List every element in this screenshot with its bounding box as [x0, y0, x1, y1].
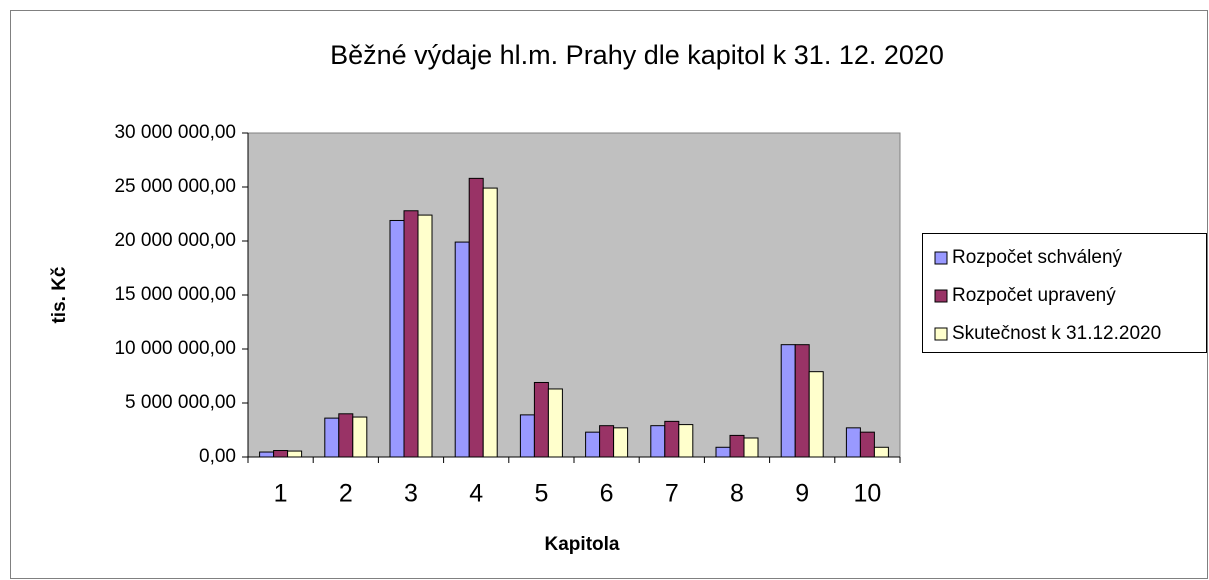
- bar: [287, 450, 303, 458]
- bar: [324, 417, 340, 458]
- bar: [780, 344, 796, 458]
- bar: [389, 219, 405, 458]
- bar: [468, 177, 484, 458]
- bar: [650, 425, 666, 458]
- legend-swatch: [934, 289, 948, 303]
- chart-title: Běžné výdaje hl.m. Prahy dle kapitol k 3…: [330, 40, 944, 70]
- legend-swatch: [934, 327, 948, 341]
- bar: [403, 210, 419, 458]
- bar: [273, 450, 289, 458]
- y-tick-label: 15 000 000,00: [114, 284, 236, 305]
- legend-swatch: [934, 251, 948, 265]
- x-tick-label: 1: [274, 480, 288, 508]
- bar: [678, 424, 694, 458]
- bar: [794, 344, 810, 458]
- legend: [922, 233, 1207, 353]
- bar: [547, 388, 563, 458]
- y-tick-label: 30 000 000,00: [114, 122, 236, 143]
- y-tick-label: 20 000 000,00: [114, 230, 236, 251]
- bar: [715, 446, 731, 458]
- x-tick-label: 8: [730, 480, 744, 508]
- bar: [845, 427, 861, 458]
- bar: [259, 451, 275, 458]
- x-tick-label: 4: [469, 480, 483, 508]
- y-tick-label: 0,00: [199, 446, 236, 467]
- bar: [417, 214, 433, 458]
- bar: [613, 427, 629, 458]
- x-tick-label: 2: [339, 480, 353, 508]
- bar: [729, 434, 745, 458]
- bar: [519, 414, 535, 458]
- bar: [599, 425, 615, 458]
- x-tick-label: 5: [534, 480, 548, 508]
- x-tick-label: 6: [600, 480, 614, 508]
- y-tick-label: 25 000 000,00: [114, 176, 236, 197]
- x-tick-label: 9: [795, 480, 809, 508]
- x-tick-label: 3: [404, 480, 418, 508]
- legend-label: Rozpočet upravený: [952, 285, 1116, 306]
- x-tick-label: 7: [665, 480, 679, 508]
- bar: [743, 437, 759, 458]
- y-axis-label: tis. Kč: [49, 266, 70, 323]
- y-tick-label: 10 000 000,00: [114, 338, 236, 359]
- bar: [664, 420, 680, 458]
- y-tick-label: 5 000 000,00: [125, 392, 236, 413]
- bar: [338, 413, 354, 458]
- bar: [352, 416, 368, 458]
- bar: [873, 446, 889, 458]
- bar: [454, 241, 470, 458]
- bar: [859, 431, 875, 458]
- legend-label: Rozpočet schválený: [952, 247, 1123, 268]
- x-axis-label: Kapitola: [545, 534, 620, 555]
- bar: [482, 187, 498, 458]
- bar: [585, 431, 601, 458]
- bar: [808, 371, 824, 458]
- legend-label: Skutečnost k 31.12.2020: [952, 323, 1161, 344]
- bar: [533, 381, 549, 458]
- x-tick-label: 10: [853, 480, 881, 508]
